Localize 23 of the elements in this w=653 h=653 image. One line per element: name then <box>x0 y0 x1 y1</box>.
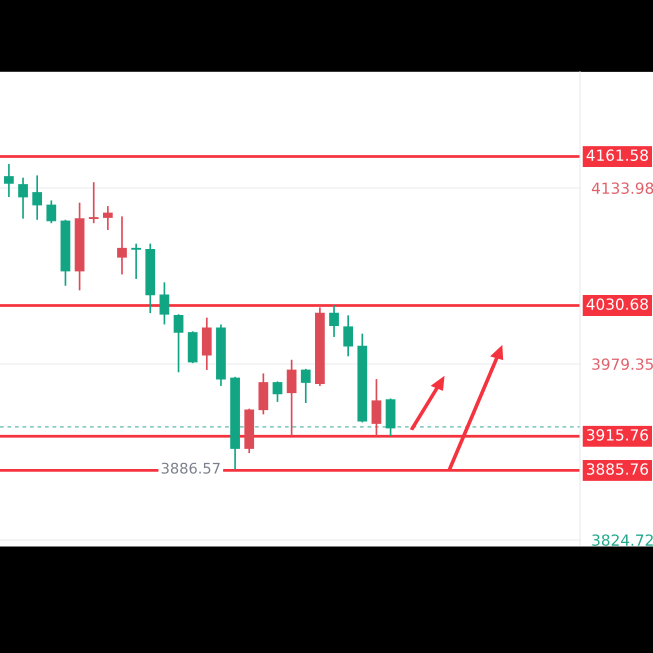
y-tick-label: 3979.35 <box>592 358 653 370</box>
ref-line-label: 3915.76 <box>586 429 648 441</box>
candlestick <box>32 174 42 221</box>
candlestick <box>329 304 339 338</box>
candlestick <box>102 205 113 231</box>
candlestick <box>46 200 56 224</box>
candlestick <box>343 314 354 358</box>
candlestick <box>117 216 127 276</box>
ref-line-label: 3885.76 <box>586 463 648 475</box>
candlestick <box>372 378 382 437</box>
candlestick <box>160 282 170 326</box>
candlestick <box>18 176 28 220</box>
ref-line-label: 4030.68 <box>586 298 648 310</box>
candlestick <box>88 181 99 224</box>
candlestick <box>300 368 311 404</box>
ref-line-label: 4161.58 <box>586 149 648 161</box>
y-tick-label: 3824.72 <box>592 534 653 546</box>
annotation: 3886.57 <box>162 462 220 474</box>
candlestick <box>286 358 296 437</box>
candlestick <box>4 163 14 198</box>
y-tick-label: 4133.98 <box>592 182 653 194</box>
candlestick <box>272 380 282 403</box>
candlestick <box>174 313 184 374</box>
